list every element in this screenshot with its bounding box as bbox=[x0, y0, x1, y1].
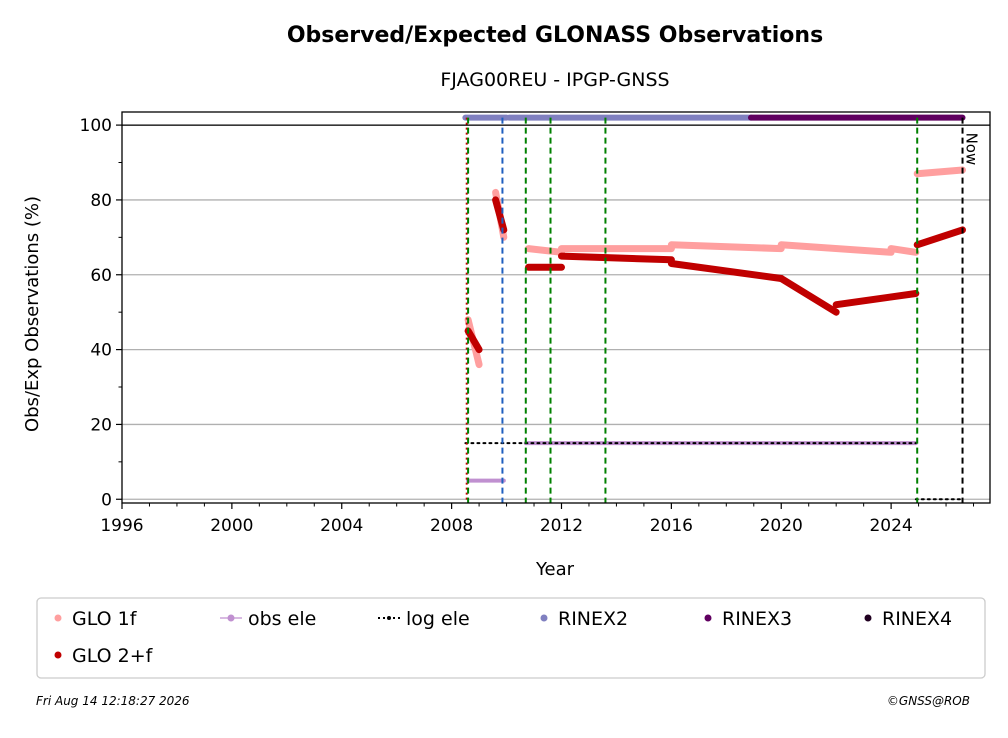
y-axis-label: Obs/Exp Observations (%) bbox=[22, 196, 43, 432]
legend-frame bbox=[36, 597, 986, 679]
series-glo-2-f-segment bbox=[832, 290, 920, 309]
y-tick-label: 40 bbox=[90, 341, 112, 361]
series-glo-1f-segment bbox=[777, 241, 895, 256]
x-tick-label: 1996 bbox=[100, 516, 143, 536]
series-glo-2-f-segment bbox=[558, 252, 675, 264]
plot-area: 0 20 40 60 80 100 1996 2000 2004 2008 2012 2016 2020… bbox=[80, 111, 991, 536]
y-tick-label: 60 bbox=[90, 266, 112, 286]
axes-frame bbox=[121, 111, 991, 504]
chart-title: Observed/Expected GLONASS Observations bbox=[287, 23, 823, 48]
y-tick-label: 80 bbox=[90, 191, 112, 211]
legend-marker-glo-1f bbox=[54, 614, 62, 622]
chart-subtitle: FJAG00REU - IPGP-GNSS bbox=[440, 69, 669, 91]
x-tick-label: 2000 bbox=[210, 516, 253, 536]
series-glo-2-f-segment bbox=[667, 260, 785, 282]
legend-label-glo-2-f: GLO 2+f bbox=[72, 645, 154, 667]
legend: GLO 1f obs ele log ele RINEX2 RINEX3 RINEX4 GL… bbox=[36, 597, 986, 679]
legend-label-glo-1f: GLO 1f bbox=[72, 608, 138, 630]
footer-timestamp: Fri Aug 14 12:18:27 2026 bbox=[36, 694, 190, 708]
series-glo-2-f-segment bbox=[464, 327, 483, 354]
legend-marker-rinex2 bbox=[540, 614, 548, 622]
legend-label-rinex4: RINEX4 bbox=[882, 608, 952, 630]
series-glo-2-f-segment bbox=[777, 275, 840, 316]
series-glo-1f-segment bbox=[667, 241, 785, 253]
series-glo-2-f-segment bbox=[913, 226, 966, 249]
series-glo-2-f-segment bbox=[492, 196, 508, 234]
x-tick-label: 2016 bbox=[650, 516, 693, 536]
legend-label-obs-ele: obs ele bbox=[248, 608, 316, 630]
legend-marker-log-ele bbox=[387, 616, 391, 620]
footer-credit: ©GNSS@ROB bbox=[886, 694, 970, 708]
legend-marker-rinex3 bbox=[704, 614, 712, 622]
x-tick-label: 2020 bbox=[760, 516, 803, 536]
legend-marker-glo-2-f bbox=[54, 651, 62, 659]
legend-label-rinex2: RINEX2 bbox=[558, 608, 628, 630]
legend-marker-obs-ele bbox=[227, 614, 235, 622]
x-tick-label: 2008 bbox=[430, 516, 473, 536]
y-tick-label: 100 bbox=[80, 116, 112, 136]
series-glo-1f-segment bbox=[525, 245, 565, 256]
now-label: Now bbox=[963, 133, 981, 166]
legend-label-log-ele: log ele bbox=[406, 608, 470, 630]
y-tick-label: 20 bbox=[90, 415, 112, 435]
x-tick-label: 2004 bbox=[320, 516, 363, 536]
y-tick-label: 0 bbox=[101, 490, 112, 510]
legend-marker-rinex4 bbox=[864, 614, 872, 622]
series-glo-1f-segment bbox=[913, 166, 966, 178]
x-axis-label: Year bbox=[535, 559, 575, 580]
series-glo-1f-segment bbox=[887, 245, 920, 256]
x-tick-label: 2012 bbox=[540, 516, 583, 536]
legend-label-rinex3: RINEX3 bbox=[722, 608, 792, 630]
x-tick-label: 2024 bbox=[869, 516, 912, 536]
series-layer bbox=[462, 114, 966, 503]
